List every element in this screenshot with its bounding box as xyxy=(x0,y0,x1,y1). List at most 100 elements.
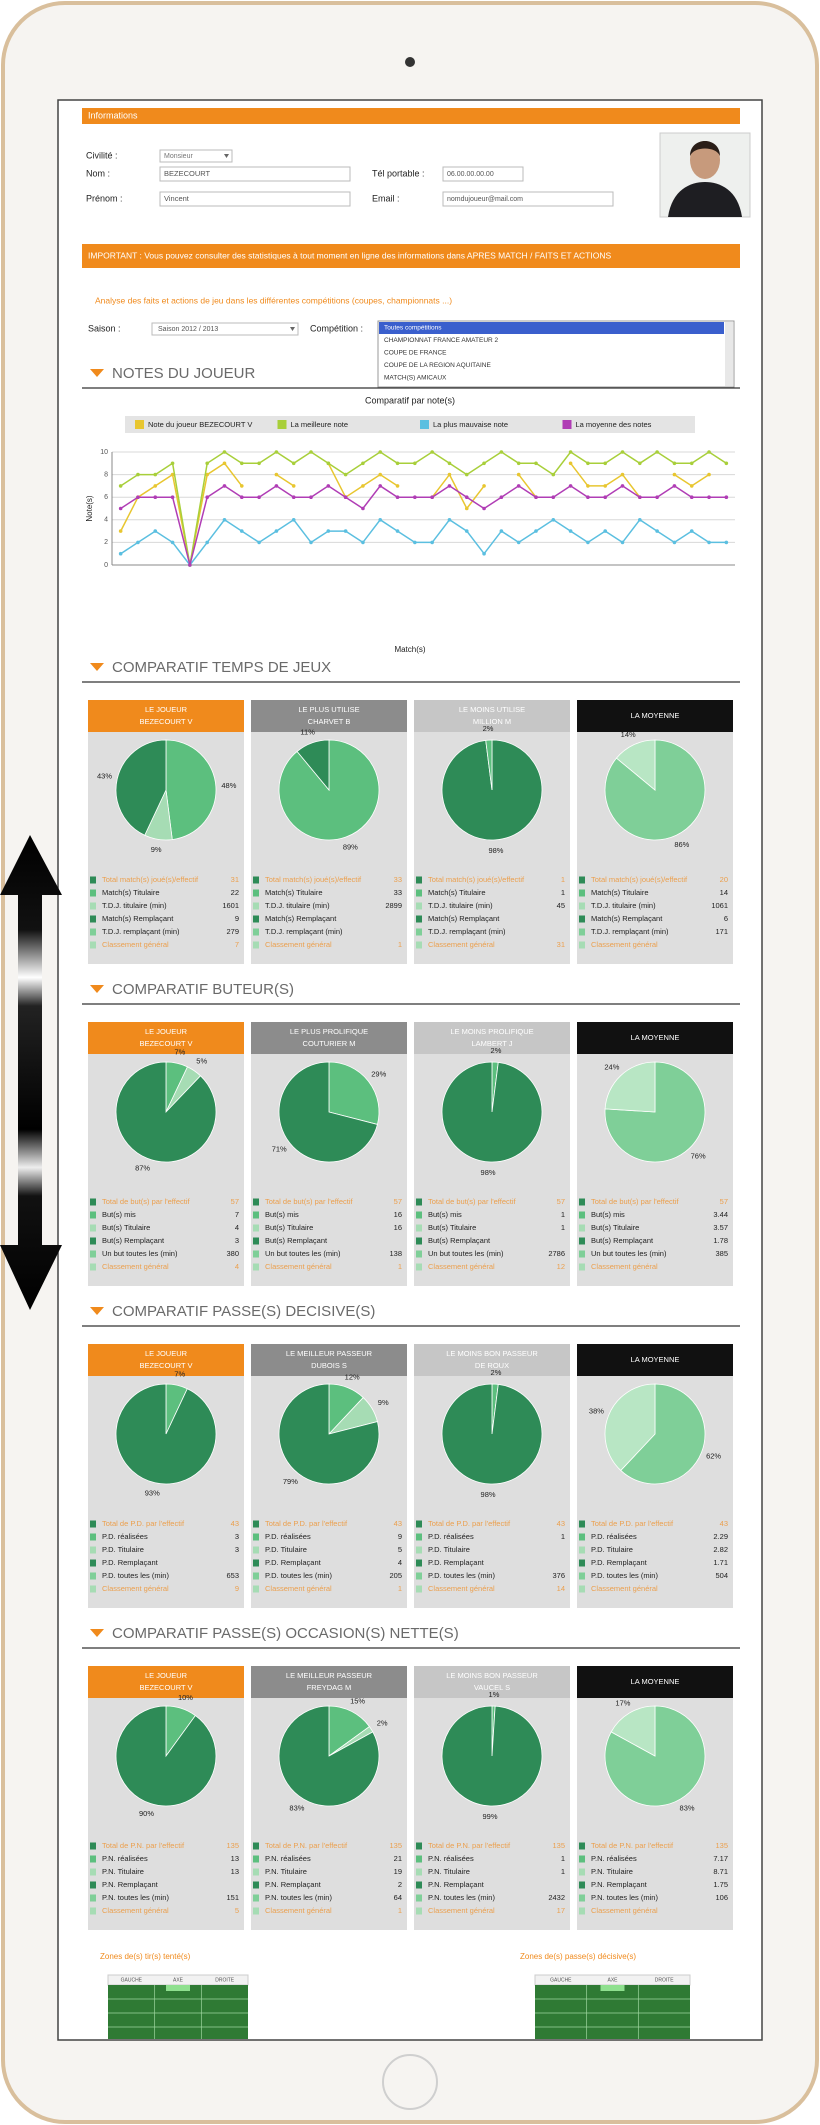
card-header-text: BEZECOURT V xyxy=(139,1361,192,1370)
input-box[interactable] xyxy=(151,322,299,336)
stat-value: 4 xyxy=(398,1558,402,1567)
input-box[interactable] xyxy=(442,191,614,207)
line-point xyxy=(153,495,158,500)
stat-label: P.N. Titulaire xyxy=(102,1867,144,1876)
line-point xyxy=(516,461,521,466)
line-point xyxy=(395,529,400,533)
row-marker xyxy=(90,1237,96,1245)
row-marker xyxy=(416,1842,422,1850)
input-box[interactable] xyxy=(442,166,524,182)
card-header-text: LE JOUEUR xyxy=(145,1027,188,1036)
line-point xyxy=(482,484,486,488)
scroll-arrow xyxy=(0,835,62,1310)
row-marker xyxy=(253,1198,259,1206)
stat-label: Classement général xyxy=(591,1262,658,1271)
y-tick-label: 0 xyxy=(104,562,108,569)
field xyxy=(108,1985,248,2039)
line-point xyxy=(413,461,417,466)
stat-value: 1 xyxy=(561,1867,565,1876)
row-marker xyxy=(579,889,585,897)
row-marker xyxy=(90,941,96,949)
stat-value: 31 xyxy=(231,875,239,884)
row-marker xyxy=(579,1546,585,1554)
stat-value: 376 xyxy=(552,1571,565,1580)
list-item[interactable]: Toutes compétitions xyxy=(384,325,442,332)
legend-label: La meilleure note xyxy=(291,420,349,429)
line-point xyxy=(638,495,642,500)
stat-label: P.N. toutes les (min) xyxy=(591,1893,658,1902)
card-header-text: LE JOUEUR xyxy=(145,1349,188,1358)
stat-value: 45 xyxy=(557,901,565,910)
row-marker xyxy=(253,1559,259,1567)
notice-banner xyxy=(82,244,740,268)
card-header-text: DE ROUX xyxy=(475,1361,509,1370)
home-button[interactable] xyxy=(382,2054,438,2110)
input-box[interactable] xyxy=(159,149,233,163)
line-point xyxy=(257,495,261,500)
row-marker xyxy=(579,876,585,884)
stat-label: P.N. Titulaire xyxy=(265,1867,307,1876)
list-item[interactable]: COUPE DE FRANCE xyxy=(384,350,447,357)
pie-slice xyxy=(620,1383,706,1485)
stat-label: Total de but(s) par l'effectif xyxy=(591,1197,680,1206)
list-item[interactable]: MATCH(S) AMICAUX xyxy=(384,375,447,382)
row-marker xyxy=(416,928,422,936)
card-header-text: LA MOYENNE xyxy=(631,711,680,720)
pie-label: 89% xyxy=(343,842,358,851)
pie-label: 38% xyxy=(589,1407,604,1416)
line-series xyxy=(120,450,727,566)
stat-label: P.N. réalisées xyxy=(428,1854,474,1863)
pie-label: 93% xyxy=(145,1489,160,1498)
stat-label: P.D. Remplaçant xyxy=(265,1558,322,1567)
line-point xyxy=(430,450,434,454)
input-box[interactable] xyxy=(159,166,351,182)
pie-label: 99% xyxy=(483,1812,498,1821)
row-marker xyxy=(416,1868,422,1876)
line-point xyxy=(343,529,348,533)
row-marker xyxy=(253,1211,259,1219)
stat-label: Total de P.D. par l'effectif xyxy=(265,1519,348,1528)
pie-label: 29% xyxy=(371,1070,386,1079)
row-marker xyxy=(90,1881,96,1889)
list-item[interactable]: CHAMPIONNAT FRANCE AMATEUR 2 xyxy=(384,337,499,344)
line-point xyxy=(222,450,227,454)
line-point xyxy=(551,472,556,477)
stat-value: 504 xyxy=(715,1571,728,1580)
stat-value: 1 xyxy=(398,1262,402,1271)
line-point xyxy=(361,484,365,488)
pie-label: 11% xyxy=(300,728,315,737)
card-header xyxy=(88,1022,244,1054)
pie-label: 24% xyxy=(604,1063,619,1072)
stat-value: 13 xyxy=(231,1867,239,1876)
line-point xyxy=(689,495,694,500)
x-axis-label: Match(s) xyxy=(394,645,425,654)
stat-label: But(s) Titulaire xyxy=(102,1223,150,1232)
stat-label: Classement général xyxy=(591,1584,658,1593)
row-marker xyxy=(416,1894,422,1902)
list-item[interactable]: COUPE DE LA REGION AQUITAINE xyxy=(384,362,491,369)
pie-label: 7% xyxy=(174,1047,185,1056)
card-header xyxy=(414,700,570,732)
stat-label: T.D.J. titulaire (min) xyxy=(265,901,330,910)
row-marker xyxy=(416,1520,422,1528)
stat-label: Total match(s) joué(s)/effectif xyxy=(591,875,688,884)
card-header-text: BEZECOURT V xyxy=(139,1039,192,1048)
input-value: BEZECOURT xyxy=(164,169,211,178)
row-marker xyxy=(416,902,422,910)
input-value: nomdujoueur@mail.com xyxy=(447,196,523,203)
line-point xyxy=(274,484,279,488)
stat-label: Match(s) Remplaçant xyxy=(102,914,174,923)
row-marker xyxy=(416,1263,422,1271)
stat-value: 57 xyxy=(557,1197,565,1206)
input-box[interactable] xyxy=(159,191,351,207)
stat-label: P.D. Titulaire xyxy=(265,1545,307,1554)
stat-label: P.N. réalisées xyxy=(265,1854,311,1863)
line-point xyxy=(326,529,331,533)
stat-label: T.D.J. remplaçant (min) xyxy=(265,927,343,936)
card-header xyxy=(88,1666,244,1698)
line-point xyxy=(239,461,244,466)
line-series xyxy=(120,484,727,566)
card-header-text: COUTURIER M xyxy=(303,1039,356,1048)
pie-label: 10% xyxy=(178,1693,193,1702)
